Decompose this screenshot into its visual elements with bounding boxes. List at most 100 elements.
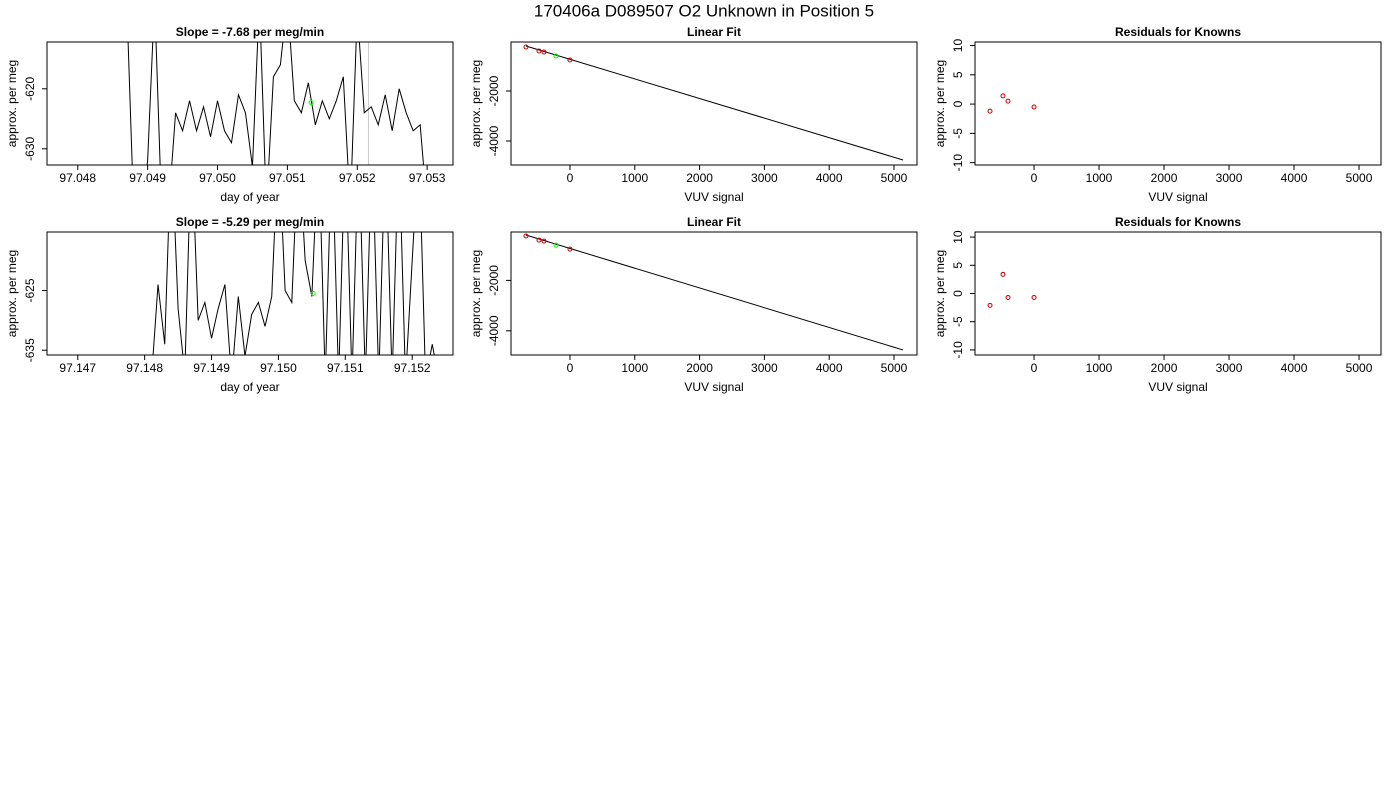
x-tick-label: 97.049 (129, 171, 166, 185)
x-tick-label: 2000 (686, 361, 713, 375)
x-axis-label: VUV signal (1148, 380, 1207, 394)
x-tick-label: 2000 (686, 171, 713, 185)
x-tick-label: 5000 (1346, 361, 1373, 375)
panel-title: Residuals for Knowns (1115, 25, 1241, 39)
y-tick-label: 5 (951, 262, 965, 269)
x-tick-label: 97.151 (327, 361, 364, 375)
x-axis-label: day of year (220, 380, 279, 394)
y-tick-label: 0 (951, 290, 965, 297)
x-tick-label: 97.149 (193, 361, 230, 375)
page-title: 170406a D089507 O2 Unknown in Position 5 (534, 1, 874, 20)
x-tick-label: 97.048 (59, 171, 96, 185)
data-point (1031, 294, 1037, 300)
y-tick-label: -10 (951, 341, 965, 359)
x-tick-label: 97.147 (59, 361, 96, 375)
plot-frame (974, 41, 1382, 166)
x-axis-label: VUV signal (1148, 190, 1207, 204)
panel: Slope = -7.68 per meg/min day of year appr… (5, 25, 454, 204)
plot-area (987, 271, 1037, 308)
plot-area (987, 93, 1037, 114)
x-tick-label: 97.053 (409, 171, 446, 185)
data-point (1000, 271, 1006, 277)
panel: Linear Fit VUV signal approx. per meg 0 1000… (469, 25, 918, 204)
fit-line (525, 45, 904, 161)
x-axis-label: day of year (220, 190, 279, 204)
x-tick-label: 0 (567, 171, 574, 185)
data-point (1005, 294, 1011, 300)
x-tick-label: 1000 (1086, 361, 1113, 375)
y-tick-label: -2000 (487, 75, 501, 106)
y-tick-label: -2000 (487, 265, 501, 296)
plot-area (523, 44, 904, 161)
x-tick-label: 5000 (1346, 171, 1373, 185)
y-tick-label: -5 (951, 316, 965, 327)
x-tick-label: 5000 (881, 361, 908, 375)
data-point (536, 48, 542, 54)
fit-line (525, 234, 904, 351)
x-tick-label: 97.150 (260, 361, 297, 375)
x-tick-label: 97.051 (269, 171, 306, 185)
y-tick-label: -620 (23, 76, 37, 100)
y-tick-label: -10 (951, 154, 965, 172)
y-tick-label: -5 (951, 128, 965, 139)
data-point (523, 44, 529, 50)
x-tick-label: 4000 (1281, 361, 1308, 375)
highlight-point (553, 242, 559, 248)
data-point (567, 57, 573, 63)
y-axis-label: approx. per meg (469, 60, 483, 147)
panel: Residuals for Knowns VUV signal approx. pe… (933, 25, 1382, 204)
panel-title: Linear Fit (687, 215, 741, 229)
x-axis-label: VUV signal (684, 380, 743, 394)
data-point (987, 302, 993, 308)
panel: Slope = -5.29 per meg/min day of year appr… (5, 215, 454, 394)
plot-frame (974, 231, 1382, 356)
y-axis-label: approx. per meg (5, 60, 19, 147)
panel: Residuals for Knowns VUV signal approx. pe… (933, 215, 1382, 394)
x-tick-label: 0 (1031, 171, 1038, 185)
data-point (567, 246, 573, 252)
plot-area (127, 42, 425, 165)
y-tick-label: -4000 (487, 125, 501, 156)
plot-frame (46, 231, 454, 356)
x-tick-label: 1000 (621, 171, 648, 185)
x-tick-label: 97.152 (394, 361, 431, 375)
y-tick-label: 10 (951, 230, 965, 244)
y-tick-label: -635 (23, 338, 37, 362)
data-point (1031, 104, 1037, 110)
x-tick-label: 97.050 (199, 171, 236, 185)
plot-area (523, 233, 904, 351)
x-tick-label: 4000 (816, 361, 843, 375)
data-point (1005, 98, 1011, 104)
plot-frame (510, 41, 918, 166)
x-tick-label: 0 (567, 361, 574, 375)
panel-title: Linear Fit (687, 25, 741, 39)
x-tick-label: 2000 (1151, 171, 1178, 185)
plot-area (152, 232, 435, 355)
x-tick-label: 3000 (1216, 171, 1243, 185)
plot-frame (510, 231, 918, 356)
data-line (127, 42, 425, 165)
y-axis-label: approx. per meg (469, 250, 483, 337)
panel-title: Slope = -5.29 per meg/min (176, 215, 324, 229)
x-tick-label: 5000 (881, 171, 908, 185)
plot-frame (46, 41, 454, 166)
x-tick-label: 3000 (751, 171, 778, 185)
data-point (541, 49, 547, 55)
x-axis-label: VUV signal (684, 190, 743, 204)
y-tick-label: -625 (23, 278, 37, 302)
x-tick-label: 97.052 (339, 171, 376, 185)
y-axis-label: approx. per meg (5, 250, 19, 337)
y-axis-label: approx. per meg (933, 250, 947, 337)
highlight-point (553, 53, 559, 59)
x-tick-label: 0 (1031, 361, 1038, 375)
data-point (541, 238, 547, 244)
x-tick-label: 97.148 (126, 361, 163, 375)
x-tick-label: 2000 (1151, 361, 1178, 375)
x-tick-label: 4000 (1281, 171, 1308, 185)
data-point (523, 233, 529, 239)
highlight-point (310, 291, 316, 296)
panel-title: Slope = -7.68 per meg/min (176, 25, 324, 39)
y-axis-label: approx. per meg (933, 60, 947, 147)
